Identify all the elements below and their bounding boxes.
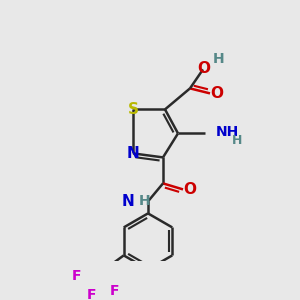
Text: H: H [232, 134, 242, 147]
Text: H: H [213, 52, 225, 66]
Text: F: F [87, 288, 97, 300]
Text: F: F [110, 284, 119, 298]
Text: N: N [121, 194, 134, 209]
Text: S: S [128, 102, 139, 117]
Text: H: H [139, 194, 151, 208]
Text: O: O [184, 182, 196, 197]
Text: F: F [72, 269, 82, 284]
Text: O: O [211, 86, 224, 101]
Text: O: O [197, 61, 211, 76]
Text: NH: NH [216, 125, 239, 140]
Text: N: N [127, 146, 140, 161]
